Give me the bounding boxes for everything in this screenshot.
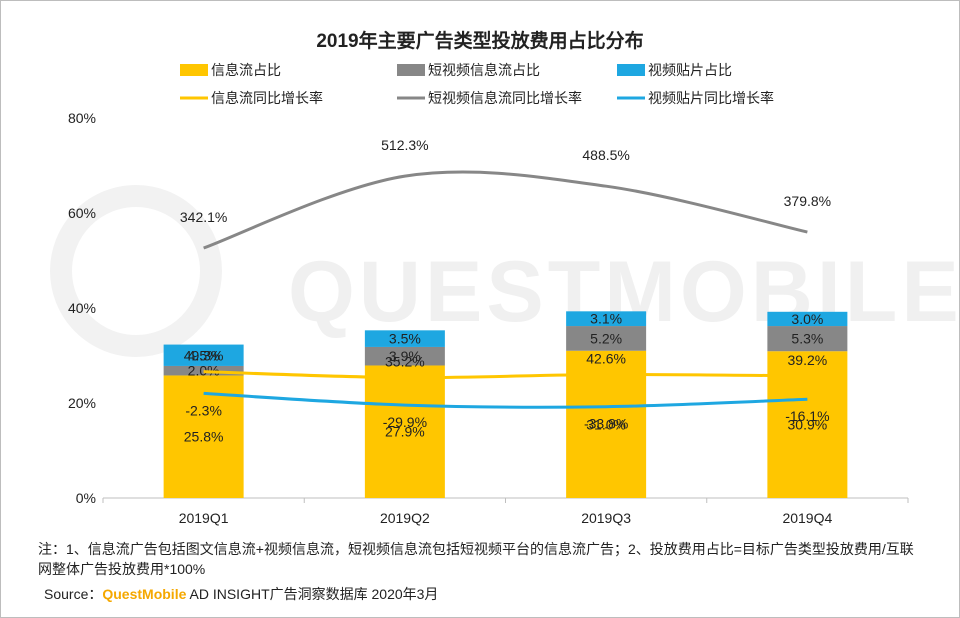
label-feed-growth: 35.2% (385, 354, 425, 370)
bar-segment-video-preroll (364, 330, 445, 347)
bar-segment-video-preroll (163, 344, 244, 366)
y-tick-label: 80% (68, 110, 96, 126)
x-tick-label: 2019Q4 (782, 510, 832, 526)
chart-title: 2019年主要广告类型投放费用占比分布 (316, 29, 643, 52)
legend-label: 短视频信息流占比 (428, 62, 540, 78)
label-feed-growth: 49.3% (184, 348, 224, 364)
source-line: Source：QuestMobile AD INSIGHT广告洞察数据库 202… (44, 584, 438, 604)
bar-segment-short-video (566, 326, 647, 351)
legend-label: 短视频信息流同比增长率 (428, 90, 582, 106)
label-video-preroll-growth: -29.9% (383, 414, 427, 430)
data-label-feed: 25.8% (184, 429, 224, 445)
data-label-video-preroll: 3.1% (590, 311, 622, 327)
data-label-short-video: 5.3% (791, 331, 823, 347)
label-short-video-growth: 379.8% (784, 193, 831, 209)
label-video-preroll-growth: -16.1% (785, 408, 829, 424)
data-label-video-preroll: 4.5% (188, 347, 220, 363)
y-tick-label: 60% (68, 205, 96, 221)
line-video-preroll-growth (203, 391, 808, 409)
label-feed-growth: 39.2% (788, 352, 828, 368)
data-label-feed: 27.9% (385, 424, 425, 440)
data-label-short-video: 5.2% (590, 330, 622, 346)
label-short-video-growth: 342.1% (180, 209, 227, 225)
legend-swatch-1 (180, 64, 208, 76)
bar-segment-video-preroll (566, 311, 647, 327)
legend-swatch-2 (397, 64, 425, 76)
label-feed-growth: 42.6% (586, 350, 626, 366)
x-tick-label: 2019Q3 (581, 510, 631, 526)
source-prefix: Source： (44, 586, 103, 602)
legend-label: 视频贴片占比 (648, 62, 732, 78)
label-video-preroll-growth: -33.8% (584, 416, 628, 432)
line-short-video-growth (203, 170, 808, 250)
x-tick-label: 2019Q1 (179, 510, 229, 526)
source-text: AD INSIGHT广告洞察数据库 2020年3月 (189, 586, 439, 602)
label-short-video-growth: 488.5% (582, 147, 629, 163)
bar-segment-short-video (767, 326, 848, 352)
data-label-feed: 30.9% (788, 417, 828, 433)
legend-label: 视频贴片同比增长率 (648, 90, 774, 106)
source-brand: QuestMobile (102, 586, 187, 602)
legend-label: 信息流同比增长率 (211, 90, 323, 106)
footnote: 注：1、信息流广告包括图文信息流+视频信息流，短视频信息流包括短视频平台的信息流… (38, 541, 914, 577)
label-video-preroll-growth: -2.3% (185, 402, 222, 418)
bar-segment-short-video (364, 346, 445, 366)
data-label-feed: 31.0% (586, 416, 626, 432)
data-label-video-preroll: 3.0% (791, 311, 823, 327)
bar-segment-feed (364, 365, 445, 498)
label-short-video-growth: 512.3% (381, 137, 428, 153)
data-label-short-video: 2.0% (188, 363, 220, 379)
line-feed-growth (203, 370, 808, 380)
data-label-video-preroll: 3.5% (389, 331, 421, 347)
bar-segment-video-preroll (767, 311, 848, 327)
y-tick-label: 40% (68, 300, 96, 316)
legend-swatch-3 (617, 64, 645, 76)
legend-label: 信息流占比 (211, 62, 281, 78)
x-tick-label: 2019Q2 (380, 510, 430, 526)
bar-segment-short-video (163, 365, 244, 376)
y-tick-label: 20% (68, 395, 96, 411)
y-tick-label: 0% (76, 490, 96, 506)
data-label-short-video: 3.9% (389, 348, 421, 364)
